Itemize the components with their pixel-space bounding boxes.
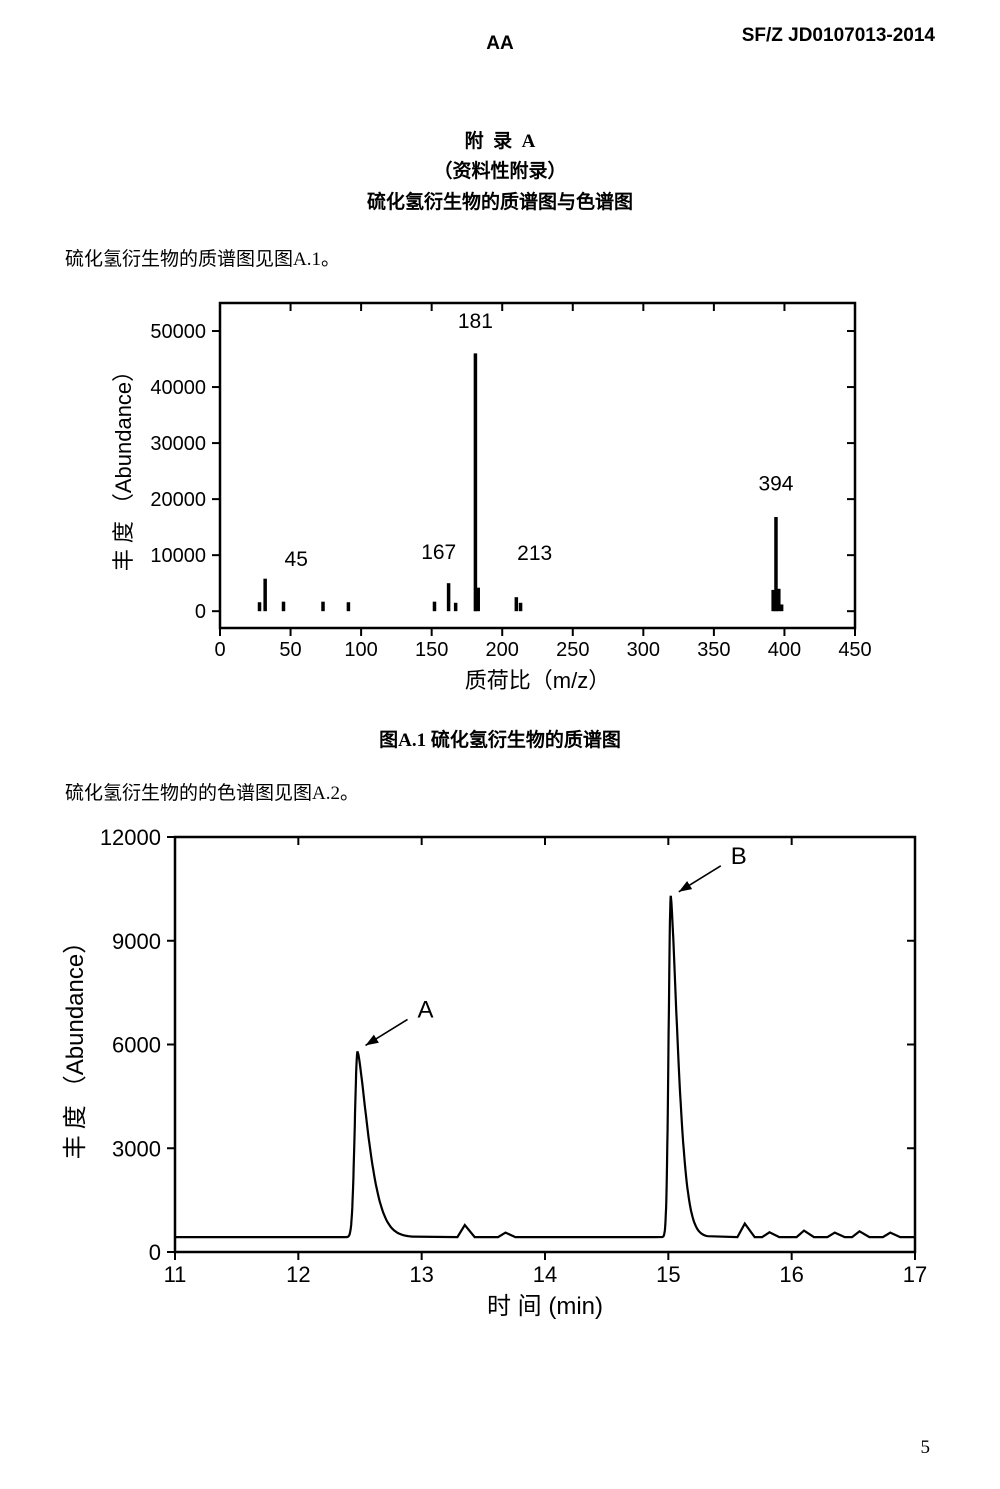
svg-text:13: 13 <box>409 1262 433 1287</box>
appendix-l1-c: A <box>522 131 536 152</box>
svg-text:150: 150 <box>415 639 448 661</box>
svg-text:45: 45 <box>285 548 308 571</box>
svg-text:20000: 20000 <box>150 489 206 511</box>
svg-text:3000: 3000 <box>112 1136 161 1161</box>
svg-text:40000: 40000 <box>150 377 206 399</box>
svg-text:0: 0 <box>214 639 225 661</box>
svg-text:0: 0 <box>149 1240 161 1265</box>
svg-text:250: 250 <box>556 639 589 661</box>
svg-text:15: 15 <box>656 1262 680 1287</box>
paragraph-2: 硫化氢衍生物的的色谱图见图A.2。 <box>65 778 935 805</box>
svg-text:A: A <box>418 997 434 1024</box>
appendix-l1-b: 录 <box>493 131 512 152</box>
appendix-l1-a: 附 <box>465 131 484 152</box>
svg-text:9000: 9000 <box>112 929 161 954</box>
appendix-title-block: 附 录 A （资料性附录） 硫化氢衍生物的质谱图与色谱图 <box>65 127 935 218</box>
svg-text:14: 14 <box>533 1262 557 1287</box>
svg-text:200: 200 <box>486 639 519 661</box>
doc-code: SF/Z JD0107013-2014 <box>742 25 935 47</box>
svg-text:50: 50 <box>279 639 301 661</box>
svg-text:167: 167 <box>421 541 456 564</box>
svg-text:12: 12 <box>286 1262 310 1287</box>
appendix-line1: 附 录 A <box>65 127 935 157</box>
appendix-line2: （资料性附录） <box>65 157 935 187</box>
svg-text:394: 394 <box>758 473 793 496</box>
svg-text:213: 213 <box>517 542 552 565</box>
svg-text:10000: 10000 <box>150 545 206 567</box>
svg-text:30000: 30000 <box>150 433 206 455</box>
page-number: 5 <box>921 1437 931 1459</box>
svg-text:100: 100 <box>344 639 377 661</box>
svg-text:0: 0 <box>195 601 206 623</box>
svg-text:16: 16 <box>779 1262 803 1287</box>
svg-text:时 间 (min): 时 间 (min) <box>487 1293 603 1320</box>
mass-spectrum-svg: 0 10000 20000 30000 40000 50000 0 50 100 150 200 25… <box>105 279 895 709</box>
svg-text:50000: 50000 <box>150 321 206 343</box>
svg-text:6000: 6000 <box>112 1033 161 1058</box>
mass-spectrum-chart: 0 10000 20000 30000 40000 50000 0 50 100 150 200 25… <box>65 279 935 709</box>
svg-text:11: 11 <box>164 1262 187 1287</box>
chromatogram-chart: 0 3000 6000 9000 12000 11 12 13 14 15 16 17 A B 丰度（Abu… <box>55 813 935 1323</box>
chromatogram-svg: 0 3000 6000 9000 12000 11 12 13 14 15 16 17 A B 丰度（Abu… <box>55 813 935 1323</box>
paragraph-1: 硫化氢衍生物的质谱图见图A.1。 <box>65 244 935 271</box>
svg-text:17: 17 <box>903 1262 927 1287</box>
svg-text:12000: 12000 <box>100 825 161 850</box>
caption-a1: 图A.1 硫化氢衍生物的质谱图 <box>65 725 935 752</box>
svg-text:181: 181 <box>458 310 493 333</box>
svg-text:B: B <box>731 843 747 870</box>
svg-text:450: 450 <box>838 639 871 661</box>
svg-text:350: 350 <box>697 639 730 661</box>
svg-text:300: 300 <box>627 639 660 661</box>
svg-text:丰度（Abundance）: 丰度（Abundance） <box>62 930 89 1159</box>
svg-text:质荷比（m/z）: 质荷比（m/z） <box>465 668 610 693</box>
appendix-line3: 硫化氢衍生物的质谱图与色谱图 <box>65 188 935 218</box>
svg-text:400: 400 <box>768 639 801 661</box>
svg-text:丰度（Abundance）: 丰度（Abundance） <box>111 360 136 571</box>
